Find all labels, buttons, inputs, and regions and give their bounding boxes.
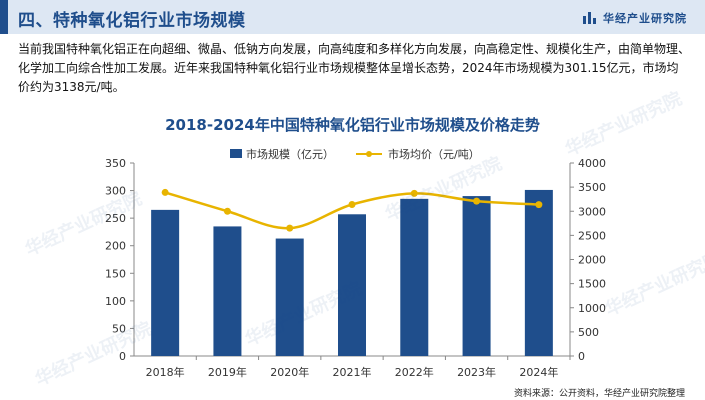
- x-tick-label: 2021年: [333, 365, 372, 379]
- y-left-tick-label: 350: [105, 157, 126, 170]
- bar-2021年: [338, 214, 366, 356]
- y-right-tick-label: 2500: [578, 229, 606, 242]
- y-right-tick-label: 3500: [578, 181, 606, 194]
- legend-bar-label: 市场规模（亿元）: [246, 147, 334, 161]
- price-point-2019年: [223, 207, 231, 215]
- y-left-tick-label: 0: [119, 350, 126, 363]
- bar-2019年: [213, 226, 242, 356]
- price-point-2023年: [473, 197, 481, 205]
- source-note: 资料来源：公开资料，华经产业研究院整理: [513, 389, 685, 399]
- chart-title: 2018-2024年中国特种氧化铝行业市场规模及价格走势: [165, 116, 540, 134]
- header-accent: [0, 0, 8, 34]
- y-left-tick-label: 50: [112, 322, 126, 335]
- x-tick-label: 2018年: [146, 365, 185, 379]
- x-tick-label: 2023年: [457, 365, 496, 379]
- price-point-2022年: [410, 189, 418, 197]
- x-tick-label: 2024年: [519, 365, 558, 379]
- y-right-tick-label: 1000: [578, 302, 606, 315]
- bar-2018年: [151, 209, 180, 356]
- price-point-2018年: [161, 188, 169, 196]
- y-right-tick-label: 3000: [578, 205, 606, 218]
- price-point-2024年: [535, 201, 543, 209]
- brand: 华经产业研究院: [583, 10, 687, 26]
- y-left-tick-label: 150: [105, 267, 126, 280]
- page-title: 四、特种氧化铝行业市场规模: [18, 11, 246, 31]
- price-point-2021年: [348, 200, 356, 208]
- x-tick-label: 2022年: [395, 365, 434, 379]
- header-bar: [0, 0, 705, 34]
- x-tick-label: 2019年: [208, 365, 247, 379]
- y-left-tick-label: 250: [105, 212, 126, 225]
- y-left-tick-label: 300: [105, 185, 126, 198]
- y-right-tick-label: 1500: [578, 278, 606, 291]
- bar-2022年: [400, 198, 429, 356]
- legend-line-marker: [366, 151, 372, 157]
- y-right-tick-label: 0: [578, 350, 585, 363]
- y-right-tick-label: 4000: [578, 157, 606, 170]
- bar-2024年: [524, 189, 553, 356]
- y-left-tick-label: 100: [105, 295, 126, 308]
- brand-logo-icon: [583, 12, 596, 24]
- intro-paragraph: 当前我国特种氧化铝正在向超细、微晶、低钠方向发展，向高纯度和多样化方向发展，向高…: [18, 42, 691, 94]
- brand-name: 华经产业研究院: [603, 12, 687, 25]
- y-right-tick-label: 500: [578, 326, 599, 339]
- x-tick-label: 2020年: [270, 365, 309, 379]
- y-right-tick-label: 2000: [578, 254, 606, 267]
- legend-line-label: 市场均价（元/吨）: [388, 147, 480, 161]
- price-point-2020年: [286, 224, 294, 232]
- bar-2020年: [275, 238, 304, 356]
- bar-2023年: [462, 196, 491, 356]
- legend-bar-swatch: [230, 149, 242, 158]
- y-left-tick-label: 200: [105, 240, 126, 253]
